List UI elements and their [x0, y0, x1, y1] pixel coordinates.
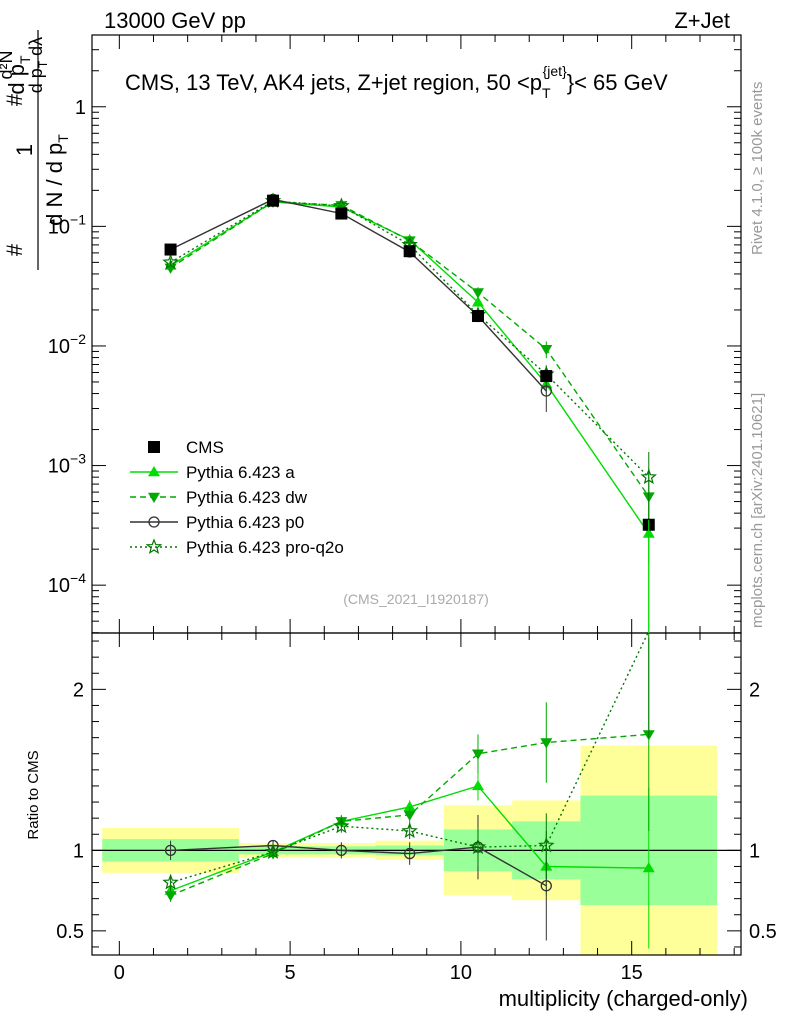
side-label-mcplots: mcplots.cern.ch [arXiv:2401.10621]: [749, 393, 766, 628]
series-point-lower: [403, 810, 416, 821]
series-point-lower: [162, 873, 179, 890]
header-left: 13000 GeV pp: [104, 8, 246, 33]
series-point-lower: [403, 800, 416, 812]
header-right: Z+Jet: [674, 8, 730, 33]
y-tick-label-lower-right: 0.5: [749, 921, 777, 943]
y-tick-label-exp: −1: [70, 211, 86, 227]
y-tick-label-upper: 10−1: [48, 211, 86, 238]
series-point-lower: [540, 738, 553, 749]
legend-marker: [148, 441, 160, 453]
y-tick-label-base: 1: [75, 97, 86, 119]
y-tick-label-lower: 2: [73, 679, 84, 701]
y-tick-label-lower-right: 1: [749, 840, 760, 862]
chart-title-end: }< 65 GeV: [567, 70, 668, 95]
series-point-lower: [471, 779, 484, 791]
side-label-rivet: Rivet 4.1.0, ≥ 100k events: [749, 82, 766, 255]
series-point-lower: [164, 844, 177, 856]
svg-text:d pT dλ: d pT dλ: [26, 37, 50, 93]
x-tick-label: 5: [285, 962, 296, 984]
data-point-cms: [403, 245, 416, 258]
y-tick-label-lower: 0.5: [56, 921, 84, 943]
legend-label: CMS: [186, 438, 224, 457]
data-point-cms: [164, 243, 177, 256]
chart-title-main: CMS, 13 TeV, AK4 jets, Z+jet region, 50 …: [125, 70, 542, 95]
svg-text:#: #: [2, 243, 27, 256]
series-point-lower: [404, 847, 416, 860]
series-point-upper: [640, 468, 657, 485]
series-point-lower: [164, 891, 177, 902]
series-point-upper: [471, 296, 484, 307]
series-point-lower: [401, 822, 418, 839]
watermark: (CMS_2021_I1920187): [343, 591, 489, 607]
svg-text:#: #: [2, 93, 27, 106]
chart-title: CMS, 13 TeV, AK4 jets, Z+jet region, 50 …: [125, 63, 668, 101]
series-point-lower: [540, 880, 552, 892]
series-point-upper: [471, 288, 484, 299]
y-axis-label-lower: Ratio to CMS: [25, 750, 42, 839]
data-point-cms: [540, 370, 553, 383]
y-tick-label-base: 10: [48, 336, 70, 358]
y-tick-label-exp: −2: [70, 331, 86, 347]
series-point-lower: [469, 838, 487, 855]
x-axis-label: multiplicity (charged-only): [499, 986, 748, 1011]
series-point-lower: [642, 862, 655, 873]
x-tick-label: 15: [621, 962, 643, 984]
legend-label: Pythia 6.423 dw: [186, 488, 308, 507]
x-tick-label: 0: [114, 962, 125, 984]
series-point-lower: [335, 844, 348, 856]
svg-text:1: 1: [12, 144, 37, 156]
chart-title-sup: {jet}: [543, 63, 567, 79]
series-upper: [162, 192, 657, 633]
data-point-cms: [335, 207, 348, 220]
series-point-lower: [264, 843, 282, 859]
y-tick-label-base: 10: [48, 456, 70, 478]
legend: CMS Pythia 6.423 a Pythia 6.423 dw Pythia 6…: [130, 438, 344, 557]
y-tick-label-upper: 10−3: [48, 451, 86, 478]
legend-marker: [148, 492, 160, 503]
series-point-lower: [471, 749, 484, 760]
y-tick-label-exp: −4: [70, 570, 86, 586]
lower-panel-frame: [91, 632, 742, 956]
y-tick-label-upper: 1: [75, 97, 86, 119]
y-tick-label-exp: −3: [70, 451, 86, 467]
series-point-upper: [540, 344, 553, 356]
y-tick-label-lower: 1: [73, 840, 84, 862]
series-lower: [162, 630, 655, 949]
y-tick-label-lower-right: 2: [749, 679, 760, 701]
series-point-lower: [333, 817, 350, 834]
series-point-upper: [403, 236, 416, 247]
legend-label: Pythia 6.423 pro-q2o: [186, 538, 344, 557]
y-tick-label-upper: 10−2: [48, 331, 86, 358]
legend-label: Pythia 6.423 p0: [186, 513, 304, 532]
series-point-upper: [540, 385, 552, 397]
legend-marker: [145, 538, 163, 555]
legend-marker: [148, 516, 160, 528]
y-tick-label-base: 10: [48, 216, 70, 238]
legend-label: Pythia 6.423 a: [186, 463, 295, 482]
data-point-cms: [267, 194, 280, 207]
legend-marker: [148, 466, 160, 477]
y-tick-label-upper: 10−4: [48, 570, 86, 597]
series-point-upper: [164, 263, 177, 274]
series-point-upper: [162, 253, 179, 270]
chart-title-sub: T: [542, 85, 551, 101]
x-tick-label: 10: [450, 962, 472, 984]
y-tick-label-base: 10: [48, 575, 70, 597]
svg-text:d²N: d²N: [0, 50, 16, 79]
series-point-lower: [537, 836, 555, 853]
series-line-lower: [170, 844, 547, 887]
data-point-cms: [471, 310, 484, 323]
y-axis-label-upper: 1 # d N / d pT # d pT d²N d pT dλ: [0, 30, 71, 270]
svg-text:d N / d pT: d N / d pT: [42, 134, 71, 226]
series-line-upper: [170, 198, 547, 392]
